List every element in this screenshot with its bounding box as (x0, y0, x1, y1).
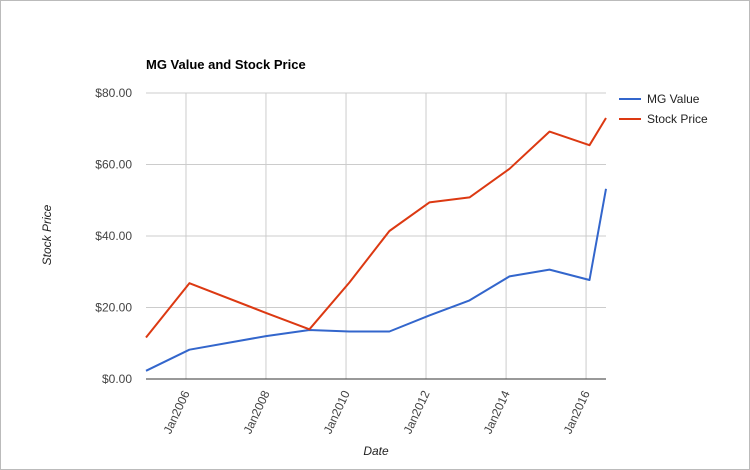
x-tick-label: Jan2008 (241, 388, 273, 436)
legend-label: MG Value (647, 92, 700, 106)
legend-label: Stock Price (647, 112, 708, 126)
y-tick-label: $40.00 (95, 229, 132, 243)
series-line-mg-value (145, 188, 607, 372)
x-tick-label: Jan2014 (481, 388, 513, 436)
y-tick-label: $60.00 (95, 158, 132, 172)
series-lines (145, 117, 607, 372)
gridlines (146, 92, 606, 379)
y-tick-label: $20.00 (95, 301, 132, 315)
series-line-stock-price (145, 117, 607, 339)
x-tick-label: Jan2012 (401, 388, 433, 436)
y-tick-label: $0.00 (102, 372, 132, 386)
legend: MG Value Stock Price (619, 92, 708, 126)
y-axis-title: Stock Price (40, 204, 54, 265)
x-tick-label: Jan2006 (161, 388, 193, 436)
chart-title: MG Value and Stock Price (146, 57, 306, 72)
x-axis-title: Date (363, 444, 389, 458)
x-tick-label: Jan2016 (561, 388, 593, 436)
axes: $0.00 $20.00 $40.00 $60.00 $80.00 Jan2006 Jan2… (95, 86, 606, 436)
y-tick-label: $80.00 (95, 86, 132, 100)
x-tick-label: Jan2010 (321, 388, 353, 436)
